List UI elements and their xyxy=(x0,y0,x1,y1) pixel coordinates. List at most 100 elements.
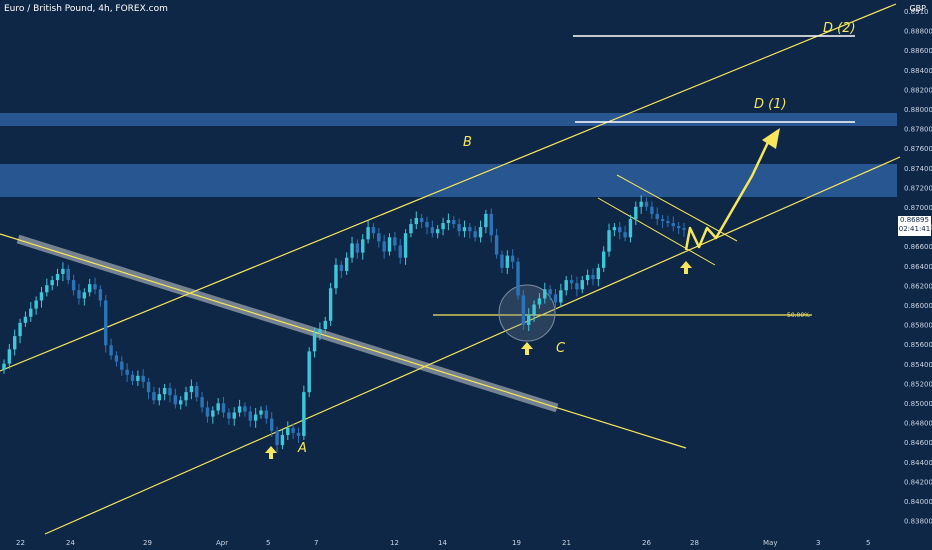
candle-down xyxy=(243,406,247,412)
candle-up xyxy=(307,351,311,393)
x-tick-label: 3 xyxy=(816,539,820,547)
candle-down xyxy=(655,213,659,219)
candle-down xyxy=(339,264,344,271)
candle-down xyxy=(682,228,686,230)
y-tick-label: 0.85200 xyxy=(904,380,932,388)
candle-down xyxy=(623,232,627,238)
candle-down xyxy=(291,427,295,433)
x-tick-label: 29 xyxy=(143,539,152,547)
fib-50-label: 50.00% xyxy=(787,312,810,319)
candle-down xyxy=(71,280,76,291)
arrow-up-c-icon xyxy=(521,342,533,355)
candle-up xyxy=(18,322,22,337)
x-tick-label: 12 xyxy=(390,539,399,547)
bar-countdown: 02:41:41 xyxy=(898,225,931,233)
y-tick-label: 0.83800 xyxy=(904,518,932,526)
candle-down xyxy=(270,418,274,431)
candle-up xyxy=(286,427,290,435)
x-tick-label: 28 xyxy=(690,539,699,547)
candle-down xyxy=(200,397,204,408)
projection-path xyxy=(684,137,772,251)
y-tick-label: 0.86000 xyxy=(904,302,932,310)
candle-down xyxy=(264,410,269,419)
candle-up xyxy=(184,392,188,401)
candle-down xyxy=(468,227,472,232)
candle-up xyxy=(7,349,12,364)
candle-up xyxy=(45,285,49,293)
candle-up xyxy=(564,280,568,291)
candle-up xyxy=(403,233,408,258)
flag-upper-line xyxy=(616,174,738,242)
candle-up xyxy=(505,255,510,268)
candle-up xyxy=(29,308,33,317)
candle-up xyxy=(34,300,38,309)
y-tick-label: 0.84400 xyxy=(904,459,932,467)
candle-down xyxy=(152,392,156,401)
x-tick-label: 24 xyxy=(66,539,75,547)
y-tick-label: 0.84800 xyxy=(904,420,932,428)
candle-up xyxy=(361,239,365,253)
candle-up xyxy=(178,400,183,405)
candle-up xyxy=(484,213,488,228)
y-tick-label: 0.84600 xyxy=(904,439,932,447)
candle-up xyxy=(350,243,354,258)
candle-up xyxy=(612,227,617,231)
candle-up xyxy=(50,280,54,286)
candle-up xyxy=(253,414,258,421)
candle-up xyxy=(532,304,536,315)
candle-down xyxy=(618,227,622,233)
candle-down xyxy=(248,411,252,421)
candle-down xyxy=(425,222,429,228)
resistance-zone-lower xyxy=(0,164,897,197)
candle-down xyxy=(644,201,649,207)
x-tick-label: 5 xyxy=(866,539,870,547)
candle-up xyxy=(414,217,418,225)
projection-arrowhead xyxy=(762,128,780,149)
chart-title: Euro / British Pound, 4h, FOREX.com xyxy=(4,4,168,14)
y-tick-label: 0.87600 xyxy=(904,145,932,153)
candle-up xyxy=(328,288,333,321)
y-tick-label: 0.84000 xyxy=(904,498,932,506)
candle-down xyxy=(98,289,103,301)
candle-down xyxy=(548,289,552,295)
candle-down xyxy=(510,255,515,262)
candle-down xyxy=(575,283,579,290)
candle-up xyxy=(585,275,590,281)
candle-up xyxy=(189,386,194,393)
candle-up xyxy=(543,289,547,299)
candle-up xyxy=(601,251,606,268)
candle-up xyxy=(39,292,44,301)
candle-down xyxy=(591,275,595,280)
candle-down xyxy=(205,407,210,417)
candle-down xyxy=(650,206,654,214)
candle-up xyxy=(409,224,413,234)
candle-up xyxy=(634,206,638,219)
candle-down xyxy=(221,403,226,413)
candle-down xyxy=(114,355,119,362)
arrow-up-flag-icon xyxy=(680,261,692,274)
candle-down xyxy=(430,227,435,234)
candle-down xyxy=(494,235,499,255)
x-tick-label: 26 xyxy=(642,539,651,547)
candle-down xyxy=(296,432,301,436)
candle-down xyxy=(104,300,108,346)
candle-up xyxy=(82,292,87,299)
candle-down xyxy=(109,345,113,356)
y-tick-label: 0.88200 xyxy=(904,86,932,94)
candles xyxy=(2,195,686,453)
target-label-2: D (2) xyxy=(823,21,856,36)
y-tick-label: 0.88600 xyxy=(904,47,932,55)
candle-up xyxy=(162,388,167,395)
last-price: 0.86895 xyxy=(900,216,929,224)
candle-down xyxy=(452,220,456,225)
candle-down xyxy=(66,268,70,281)
candle-down xyxy=(516,261,520,296)
candle-up xyxy=(211,410,215,417)
candle-up xyxy=(216,403,220,411)
candle-down xyxy=(419,217,424,223)
x-tick-label: 7 xyxy=(314,539,318,547)
candle-up xyxy=(580,280,584,290)
x-tick-label: 22 xyxy=(16,539,25,547)
candle-down xyxy=(660,218,665,222)
